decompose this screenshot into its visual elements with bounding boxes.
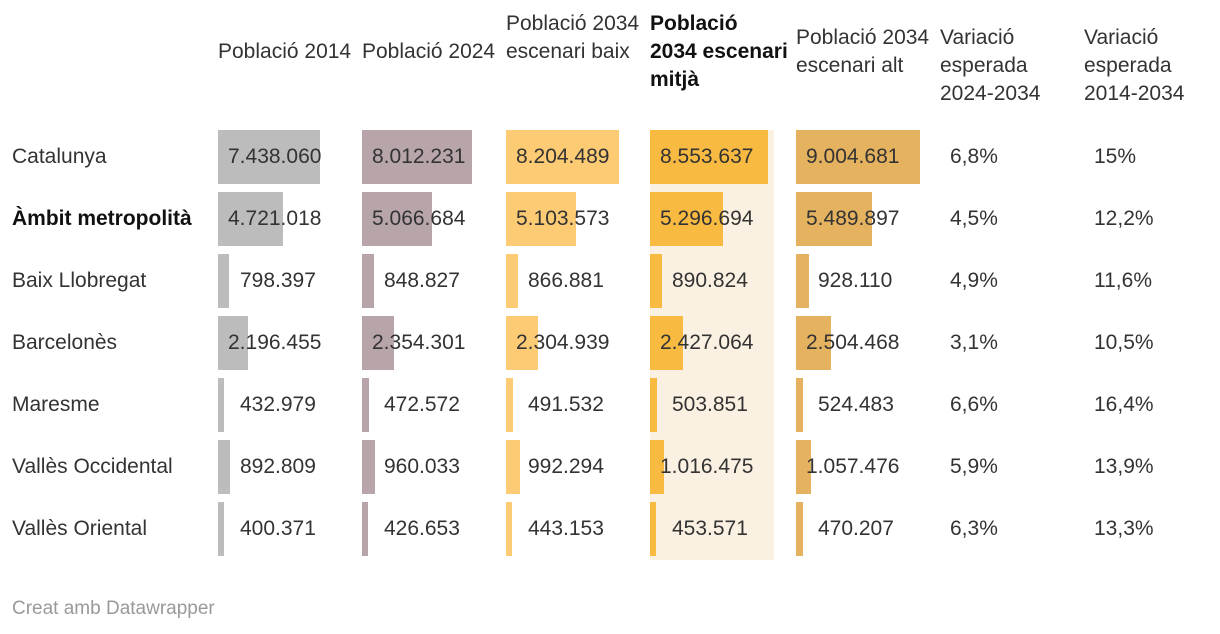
value-label: 491.532 <box>528 393 604 416</box>
row-label: Baix Llobregat <box>12 269 147 292</box>
variation-2014-2034: 15% <box>1094 145 1137 168</box>
row-label: Barcelonès <box>12 331 118 354</box>
bar-0 <box>218 502 224 556</box>
variation-2014-2034: 13,9% <box>1094 455 1154 478</box>
value-label: 2.427.064 <box>660 331 754 354</box>
bar-4 <box>796 316 831 370</box>
variation-2014-2034: 10,5% <box>1094 331 1154 354</box>
value-label: 892.809 <box>240 455 316 478</box>
bar-3 <box>650 378 657 432</box>
value-label: 866.881 <box>528 269 604 292</box>
value-label: 432.979 <box>240 393 316 416</box>
bar-4 <box>796 254 809 308</box>
bar-0 <box>218 316 249 370</box>
row-label: Catalunya <box>12 145 107 168</box>
row-label: Àmbit metropolità <box>12 207 192 230</box>
bar-1 <box>362 254 374 308</box>
column-header-3: Població 2034 escenari mitjà <box>650 12 788 91</box>
bar-3 <box>650 502 657 556</box>
row-label: Maresme <box>12 393 100 416</box>
column-header-4: Població 2034 escenari alt <box>796 26 930 77</box>
value-label: 453.571 <box>672 517 748 540</box>
column-header-5: Variació esperada 2024-2034 <box>940 26 1041 105</box>
column-header-0: Població 2014 <box>218 40 352 63</box>
value-label: 9.004.681 <box>806 145 900 168</box>
value-label: 992.294 <box>528 455 604 478</box>
value-label: 472.572 <box>384 393 460 416</box>
bar-4 <box>796 192 872 246</box>
variation-2014-2034: 11,6% <box>1094 269 1152 292</box>
bar-1 <box>362 192 432 246</box>
value-label: 890.824 <box>672 269 748 292</box>
bar-1 <box>362 502 368 556</box>
bar-2 <box>506 130 619 184</box>
variation-2024-2034: 6,8% <box>950 145 998 168</box>
value-label: 1.057.476 <box>806 455 900 478</box>
value-label: 1.016.475 <box>660 455 754 478</box>
bar-2 <box>506 378 513 432</box>
value-label: 503.851 <box>672 393 748 416</box>
bar-1 <box>362 378 369 432</box>
value-label: 400.371 <box>240 517 316 540</box>
variation-2024-2034: 3,1% <box>950 331 998 354</box>
bar-1 <box>362 440 376 494</box>
row-label: Vallès Oriental <box>12 517 148 540</box>
footer-credit[interactable]: Creat amb Datawrapper <box>12 598 215 619</box>
value-label: 5.066.684 <box>372 207 466 230</box>
value-label: 5.103.573 <box>516 207 610 230</box>
column-header-2: Població 2034 escenari baix <box>506 12 640 63</box>
value-label: 2.504.468 <box>806 331 900 354</box>
bar-3 <box>650 440 664 494</box>
variation-2024-2034: 5,9% <box>950 455 998 478</box>
value-label: 798.397 <box>240 269 316 292</box>
bar-0 <box>218 130 321 184</box>
value-label: 5.296.694 <box>660 207 754 230</box>
bar-2 <box>506 502 513 556</box>
value-label: 928.110 <box>818 269 893 292</box>
bar-0 <box>218 254 229 308</box>
bar-0 <box>218 192 283 246</box>
value-label: 470.207 <box>818 517 894 540</box>
value-label: 443.153 <box>528 517 604 540</box>
bar-0 <box>218 440 231 494</box>
variation-2024-2034: 6,3% <box>950 517 998 540</box>
bar-4 <box>796 440 811 494</box>
bar-1 <box>362 316 395 370</box>
variation-2024-2034: 6,6% <box>950 393 998 416</box>
bar-2 <box>506 254 518 308</box>
bar-4 <box>796 130 920 184</box>
bar-2 <box>506 192 577 246</box>
value-label: 524.483 <box>818 393 894 416</box>
value-label: 2.354.301 <box>372 331 466 354</box>
variation-2024-2034: 4,5% <box>950 207 998 230</box>
column-header-1: Població 2024 <box>362 40 496 63</box>
value-label: 5.489.897 <box>806 207 900 230</box>
row-label: Vallès Occidental <box>12 455 173 478</box>
value-label: 2.196.455 <box>228 331 322 354</box>
value-label: 8.553.637 <box>660 145 754 168</box>
bar-1 <box>362 130 473 184</box>
value-label: 426.653 <box>384 517 460 540</box>
value-label: 4.721.018 <box>228 207 322 230</box>
bar-4 <box>796 502 803 556</box>
variation-2014-2034: 12,2% <box>1094 207 1154 230</box>
value-label: 7.438.060 <box>228 145 322 168</box>
value-label: 960.033 <box>384 455 460 478</box>
variation-2014-2034: 13,3% <box>1094 517 1154 540</box>
value-label: 2.304.939 <box>516 331 610 354</box>
bar-2 <box>506 316 538 370</box>
bar-4 <box>796 378 804 432</box>
bar-2 <box>506 440 520 494</box>
bar-3 <box>650 192 723 246</box>
bar-3 <box>650 130 768 184</box>
value-label: 848.827 <box>384 269 460 292</box>
variation-2024-2034: 4,9% <box>950 269 998 292</box>
bar-3 <box>650 254 663 308</box>
bar-0 <box>218 378 224 432</box>
value-label: 8.204.489 <box>516 145 610 168</box>
bar-3 <box>650 316 684 370</box>
value-label: 8.012.231 <box>372 145 466 168</box>
column-header-6: Variació esperada 2014-2034 <box>1084 26 1185 105</box>
variation-2014-2034: 16,4% <box>1094 393 1154 416</box>
